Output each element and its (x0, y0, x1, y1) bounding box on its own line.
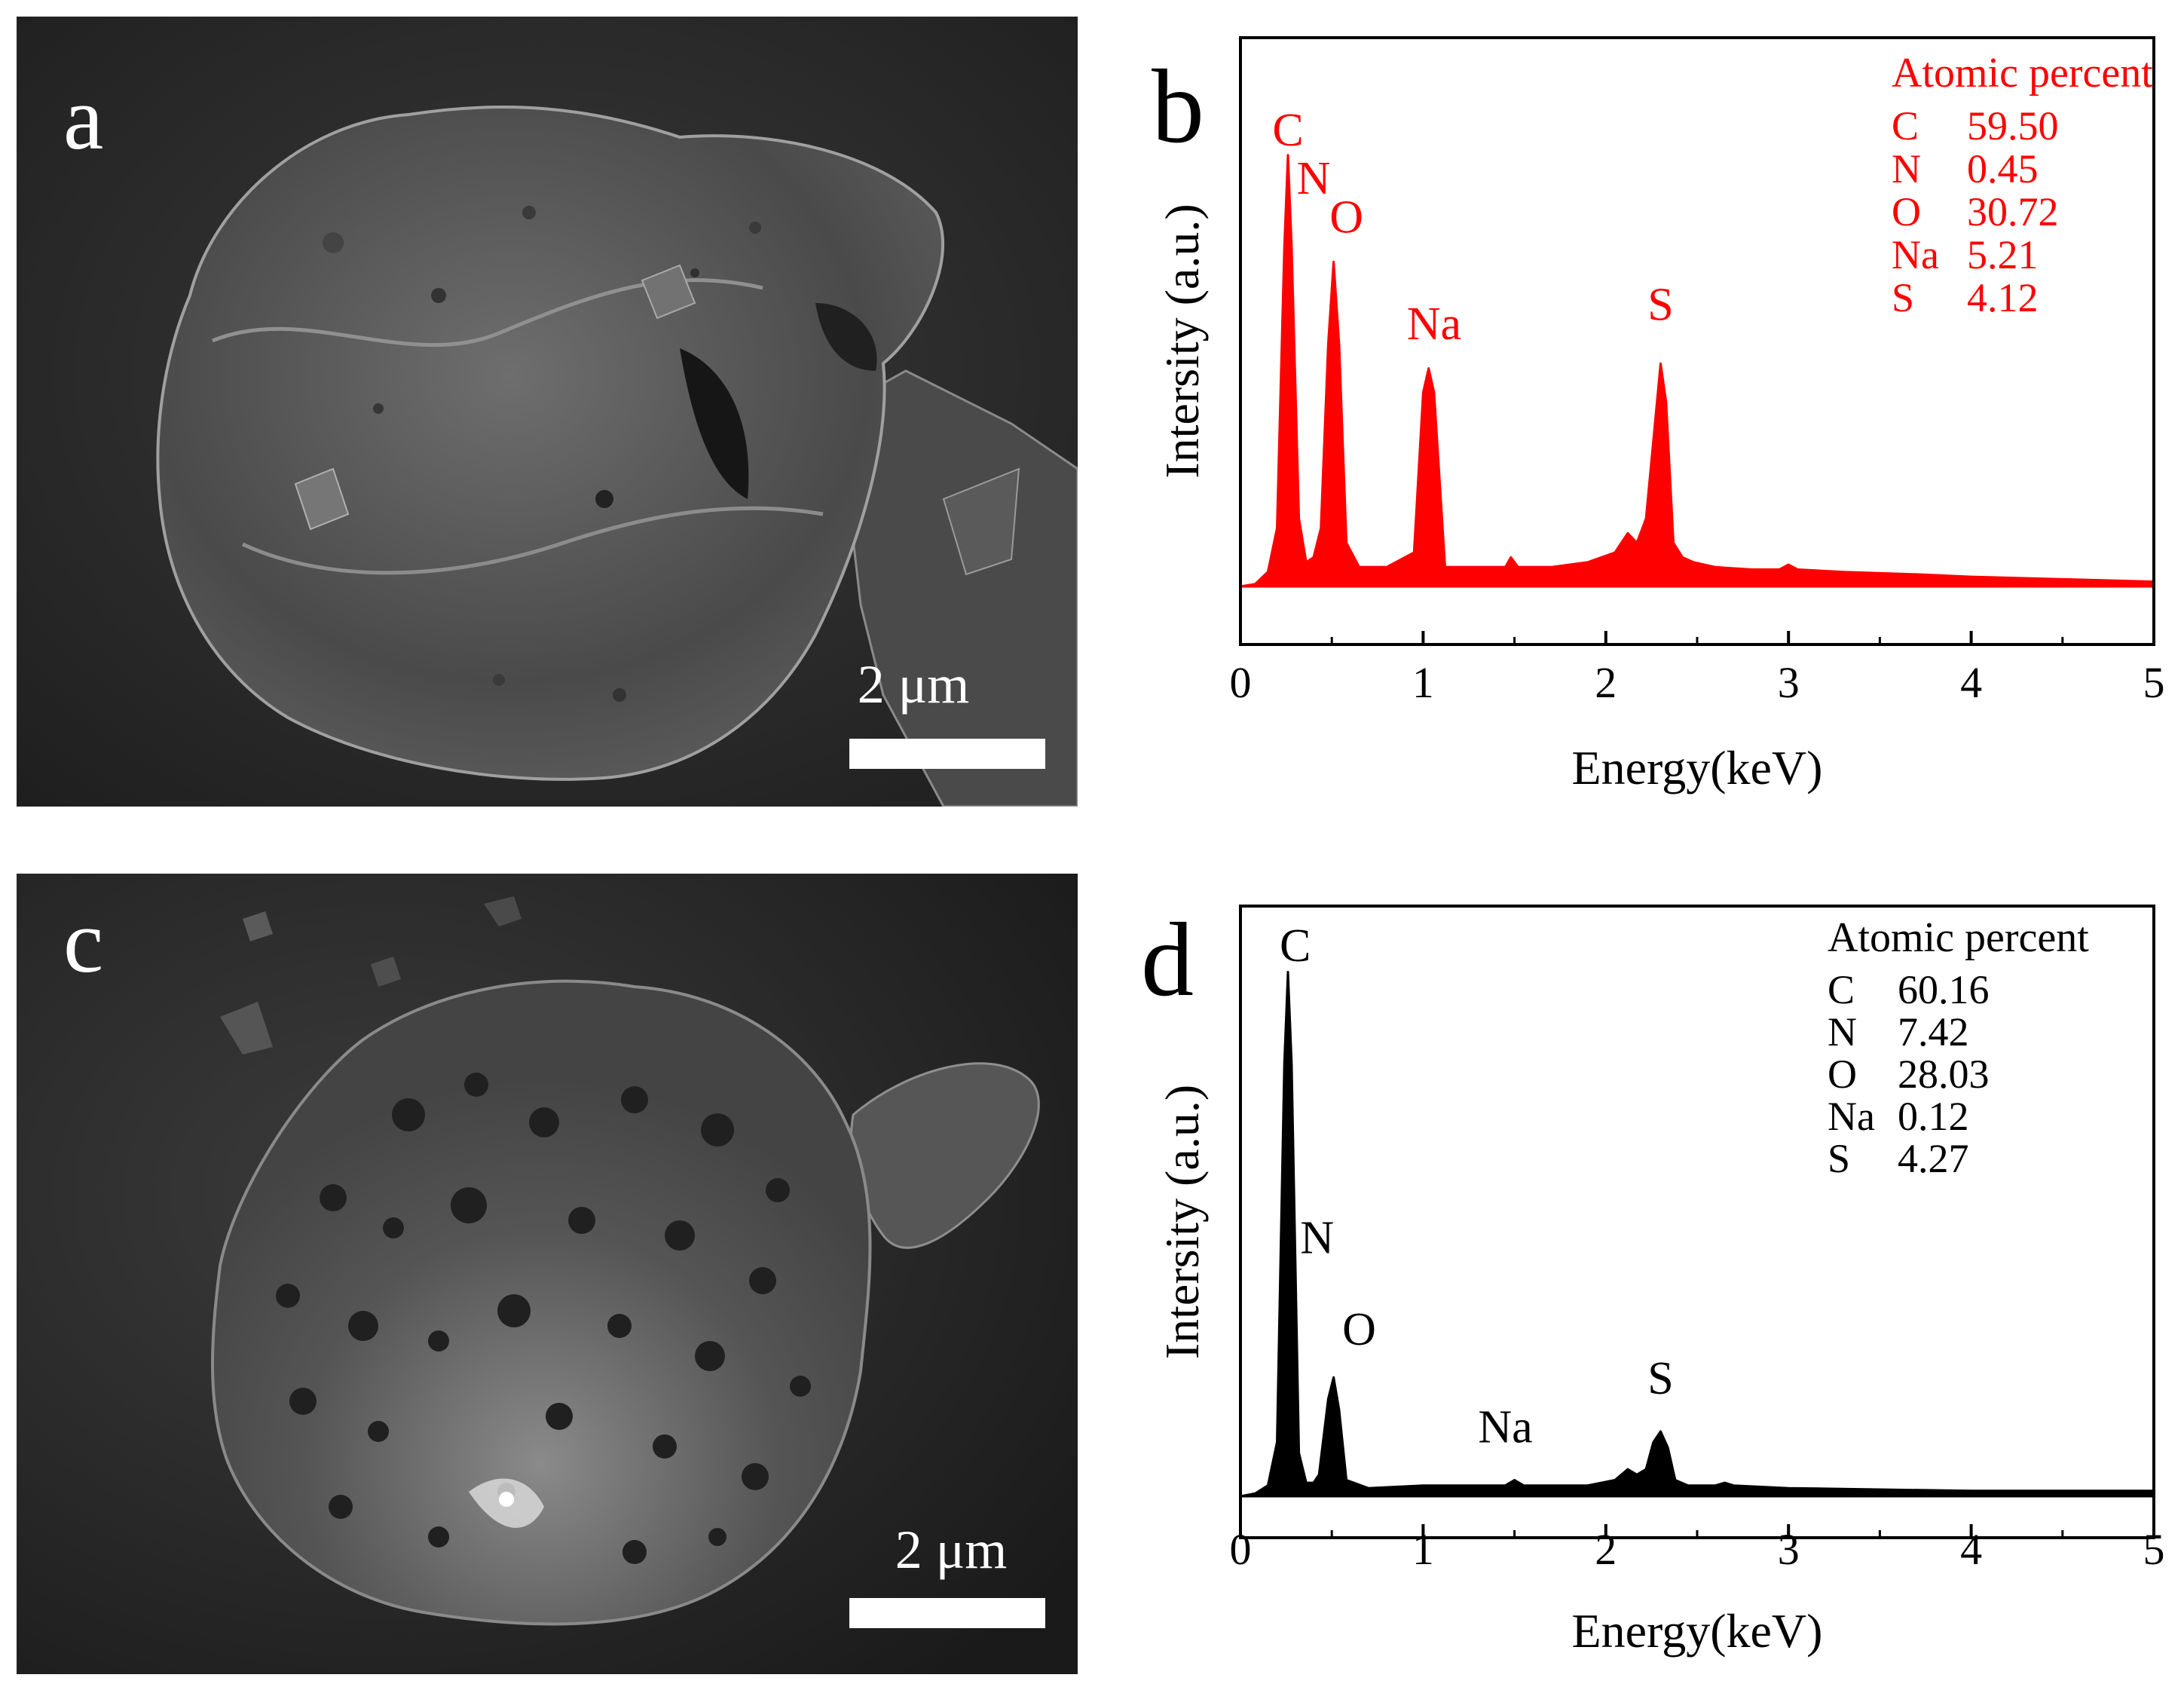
panel-letter-d: d (1141, 902, 1194, 1018)
peak-label-c: C (1272, 105, 1303, 156)
spectrum-series-b (1239, 154, 2155, 588)
legend-title-d: Atomic percent (1828, 914, 2089, 961)
scale-bar-c (849, 1598, 1045, 1628)
x-tick-label: 1 (1412, 1525, 1434, 1574)
particle-a (156, 106, 944, 781)
x-tick-label: 0 (1230, 658, 1252, 707)
legend-element-n: N (1828, 1009, 1857, 1055)
particle-c (211, 979, 872, 1626)
x-tick-label: 0 (1230, 1525, 1252, 1574)
sem-micrograph-c: 2 μm c (17, 874, 1078, 1674)
x-tick-label: 4 (1960, 1525, 1982, 1574)
x-axis-label-b: Energy(keV) (1572, 741, 1823, 794)
peak-label-na: Na (1478, 1401, 1532, 1453)
panel-letter-b: b (1152, 48, 1204, 165)
x-tick-label: 1 (1412, 658, 1434, 707)
plot-frame-d (1239, 905, 2155, 1539)
panel-letter-a: a (63, 68, 103, 168)
x-axis-label-d: Energy(keV) (1572, 1604, 1823, 1658)
legend-value-n: 7.42 (1898, 1009, 1969, 1055)
legend-value-n: 0.45 (1967, 146, 2039, 191)
x-tick-label: 5 (2143, 658, 2165, 707)
spectrum-series-d (1239, 971, 2155, 1498)
legend-element-na: Na (1828, 1094, 1875, 1139)
sem-image-a: 2 μm a (17, 17, 1078, 807)
legend-element-c: C (1892, 103, 1919, 148)
legend-value-na: 5.21 (1967, 232, 2039, 277)
peak-label-n: N (1297, 153, 1331, 204)
peak-label-c: C (1280, 920, 1311, 972)
scale-bar-label-c: 2 μm (895, 1520, 1008, 1580)
y-axis-label-b: Intersity (a.u.) (1155, 204, 1209, 478)
legend-element-o: O (1828, 1052, 1857, 1097)
legend-element-n: N (1892, 146, 1921, 191)
peak-label-o: O (1342, 1304, 1376, 1355)
y-axis-label-d: Intersity (a.u.) (1155, 1085, 1209, 1359)
sem-micrograph-a: 2 μm a (17, 17, 1078, 807)
x-tick-label: 2 (1595, 1525, 1617, 1574)
legend-element-c: C (1828, 967, 1855, 1012)
x-tick-label: 3 (1778, 1525, 1800, 1574)
legend-value-c: 60.16 (1898, 967, 1990, 1012)
peak-label-s: S (1647, 279, 1673, 330)
legend-value-o: 28.03 (1898, 1052, 1990, 1097)
scale-bar-label-a: 2 μm (858, 654, 970, 715)
legend-value-o: 30.72 (1967, 189, 2059, 234)
sem-image-c: 2 μm c (17, 874, 1078, 1674)
x-tick-label: 5 (2143, 1525, 2165, 1574)
legend-value-s: 4.12 (1967, 275, 2039, 320)
scale-bar-a (849, 739, 1045, 769)
legend-title-b: Atomic percent (1892, 50, 2153, 96)
legend-value-c: 59.50 (1967, 103, 2059, 148)
x-tick-label: 2 (1595, 658, 1617, 707)
legend-value-s: 4.27 (1898, 1136, 1969, 1181)
legend-value-na: 0.12 (1898, 1094, 1969, 1139)
legend-element-na: Na (1892, 232, 1939, 277)
peak-label-n: N (1300, 1212, 1334, 1263)
peak-label-na: Na (1407, 298, 1461, 350)
x-tick-label: 4 (1960, 658, 1982, 707)
peak-label-s: S (1647, 1353, 1673, 1404)
legend-element-s: S (1828, 1136, 1850, 1181)
legend-element-o: O (1892, 189, 1921, 234)
x-tick-label: 3 (1778, 658, 1800, 707)
panel-letter-c: c (63, 891, 103, 991)
peak-label-o: O (1329, 192, 1363, 243)
legend-element-s: S (1892, 275, 1914, 320)
